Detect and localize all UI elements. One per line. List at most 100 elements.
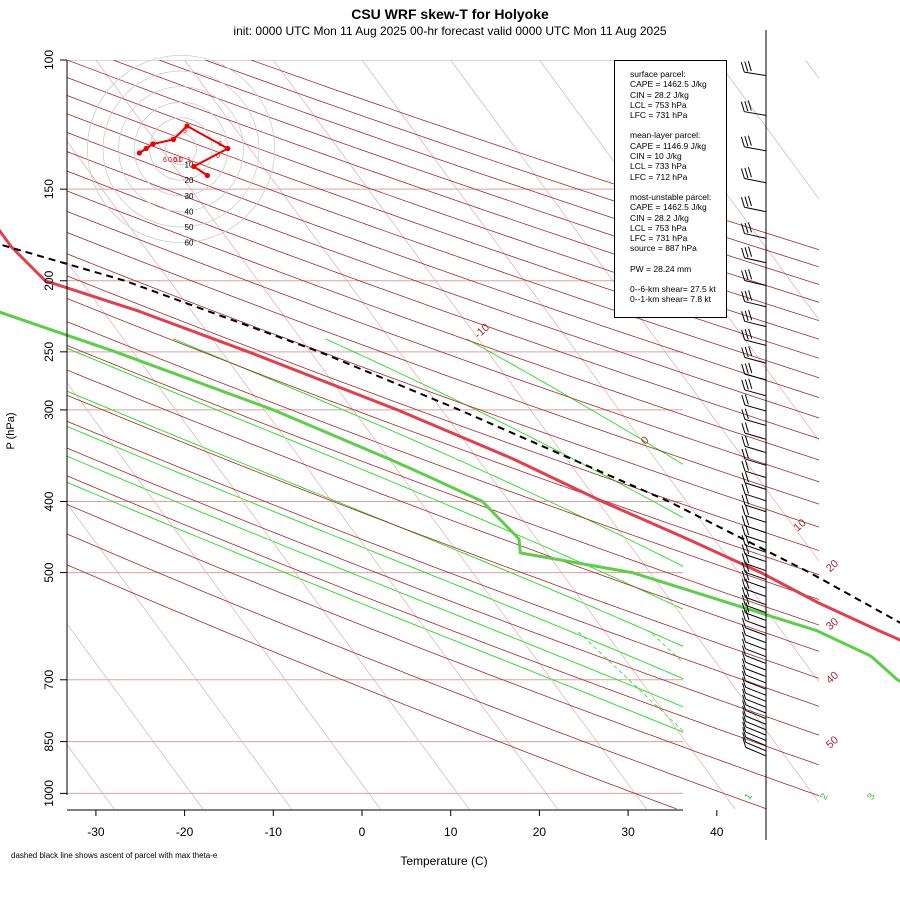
moist-adiabat [325, 338, 683, 519]
hodograph-point [204, 172, 210, 179]
wind-barb-feather [747, 60, 752, 72]
wind-barb [744, 373, 767, 381]
hodograph-ring-label: 40 [185, 207, 194, 216]
hodograph-point [225, 145, 231, 152]
isotherm [805, 60, 819, 79]
dry-adiabat [67, 298, 819, 576]
dry-adiabat [67, 190, 819, 461]
wind-barb-feather [741, 562, 746, 573]
wind-barb-feather [748, 309, 753, 321]
isotherm [67, 623, 204, 810]
dry-adiabat [67, 369, 819, 652]
info-line: CIN = 28.2 J/kg [630, 89, 689, 100]
wind-barb-feather [747, 195, 752, 207]
y-tick-label: 250 [42, 342, 56, 362]
dry-adiabat [67, 113, 819, 379]
x-axis-label: Temperature (C) [400, 854, 488, 868]
wind-barb-feather [741, 494, 746, 506]
x-tick-label: -10 [265, 825, 283, 839]
info-line: source = 887 hPa [630, 243, 697, 254]
wind-barb-feather [741, 595, 746, 606]
dry-adiabat [67, 447, 819, 736]
info-line: surface parcel: [630, 69, 686, 79]
wind-barb [745, 661, 767, 671]
wind-barb [744, 445, 767, 454]
dry-adiabat [67, 151, 819, 419]
wind-barb-feather [741, 379, 746, 391]
wind-barb-feather [741, 363, 746, 375]
wind-barb-feather [744, 346, 749, 358]
wind-barb-feather [741, 631, 746, 643]
temperature-line [0, 228, 900, 642]
dry-adiabat [204, 60, 819, 268]
wind-barb [744, 389, 767, 397]
wind-barbs [740, 30, 767, 840]
x-tick-label: 10 [444, 825, 458, 839]
wind-barb-feather [742, 716, 747, 727]
dry-adiabat [67, 95, 819, 359]
dry-adiabat [67, 253, 819, 528]
wind-barb [745, 619, 767, 629]
info-line: CIN = 10 J/kg [630, 151, 682, 162]
wind-barb [744, 482, 767, 490]
wind-barb-feather [741, 291, 746, 302]
wind-barb [744, 301, 767, 308]
wind-barb-feather [744, 435, 749, 446]
chart-title: CSU WRF skew-T for Holyoke [351, 6, 549, 22]
wind-barb [744, 504, 767, 513]
isotherm [67, 382, 381, 810]
wind-barb-feather [740, 136, 745, 147]
dry-adiabat [67, 275, 819, 551]
wind-barb [745, 612, 767, 621]
wind-barb-feather [748, 362, 753, 374]
wind-barb-feather [741, 472, 746, 483]
wind-barb-feather [744, 61, 749, 72]
wind-barb-feather [744, 379, 749, 390]
isotherm-label: 40 [824, 669, 841, 686]
info-line: 0--1-km shear= 7.8 kt [630, 294, 712, 305]
wind-barb [744, 535, 767, 544]
wind-barb-feather [741, 587, 746, 598]
x-tick-label: -20 [176, 825, 194, 839]
mixing-ratio-line [576, 630, 683, 732]
wind-barb [744, 233, 767, 239]
grid-clip [67, 60, 683, 794]
info-line: mean-layer parcel: [630, 130, 701, 141]
dry-adiabat [67, 345, 819, 626]
y-axis-label: P (hPa) [5, 412, 17, 450]
dry-adiabat [67, 211, 819, 483]
wind-barb-feather [741, 483, 746, 495]
wind-barb-feather [741, 329, 746, 341]
wind-barb [744, 493, 767, 502]
wind-barb-feather [745, 552, 750, 564]
mixing-ratio-label: 3 [865, 791, 878, 802]
wind-barb [744, 257, 767, 264]
info-line: CAPE = 1146.9 J/kg [630, 140, 707, 151]
wind-barb-feather [741, 311, 746, 322]
wind-barb-feather [744, 100, 749, 112]
wind-barb [745, 655, 767, 664]
wind-barb-feather [740, 101, 745, 112]
x-tick-label: -30 [87, 825, 105, 839]
wind-barb-feather [745, 494, 750, 505]
isotherm [95, 60, 647, 810]
dry-adiabat [67, 394, 819, 679]
wind-barb [744, 525, 767, 534]
wind-barb [745, 604, 767, 614]
wind-barb-feather [744, 408, 749, 419]
hodograph-point [191, 163, 197, 170]
wind-barb-feather [741, 570, 746, 581]
y-tick-label: 200 [42, 270, 56, 290]
wind-barb-feather [741, 652, 746, 663]
wind-barb-feather [747, 167, 752, 178]
wind-barb-feather [745, 570, 750, 581]
wind-barb-feather [741, 515, 746, 526]
wind-barb-feather [748, 328, 753, 339]
hodograph-ring [102, 70, 260, 228]
wind-barb-feather [745, 524, 750, 536]
wind-barb-feather [748, 269, 753, 280]
wind-barb-feather [741, 422, 746, 434]
isotherm-label: 30 [824, 616, 841, 633]
hodograph-label: 0.0 [173, 157, 183, 164]
